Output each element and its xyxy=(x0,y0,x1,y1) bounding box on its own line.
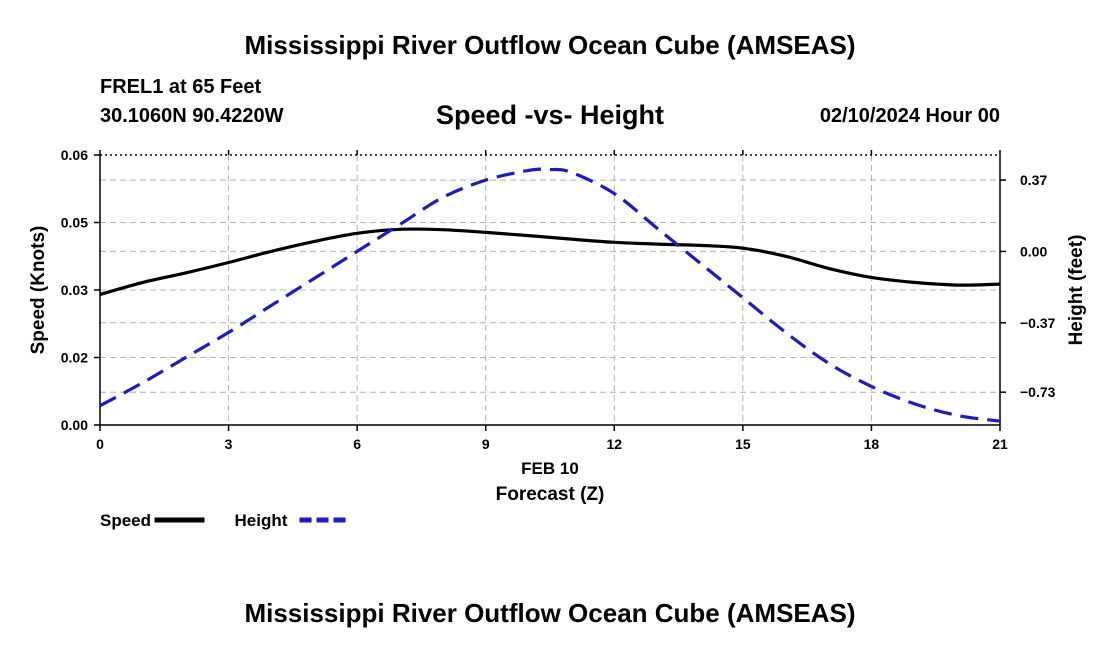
legend-label-speed: Speed xyxy=(100,511,151,530)
y-left-tick-label: 0.05 xyxy=(61,215,88,231)
x-tick-label: 0 xyxy=(96,436,104,452)
y-right-axis-title: Height (feet) xyxy=(1066,235,1087,346)
chart-title: Mississippi River Outflow Ocean Cube (AM… xyxy=(244,30,856,60)
x-tick-label: 15 xyxy=(735,436,751,452)
footer-chart-title: Mississippi River Outflow Ocean Cube (AM… xyxy=(244,598,856,628)
forecast-datetime: 02/10/2024 Hour 00 xyxy=(819,105,1000,127)
y-left-axis-title: Speed (Knots) xyxy=(28,226,49,355)
x-axis-title: Forecast (Z) xyxy=(496,484,605,505)
y-right-tick-label: 0.37 xyxy=(1020,172,1047,188)
x-tick-label: 18 xyxy=(864,436,880,452)
x-tick-label: 3 xyxy=(225,436,233,452)
x-tick-label: 21 xyxy=(992,436,1008,452)
x-tick-label: 9 xyxy=(482,436,490,452)
y-left-tick-label: 0.06 xyxy=(61,147,88,163)
series-line-height xyxy=(99,167,1001,423)
x-axis-date-label: FEB 10 xyxy=(521,459,579,478)
x-tick-label: 12 xyxy=(606,436,622,452)
y-left-tick-label: 0.03 xyxy=(61,282,88,298)
station-coordinates: 30.1060N 90.4220W xyxy=(100,105,284,127)
legend-label-height: Height xyxy=(235,511,288,530)
station-label: FREL1 at 65 Feet xyxy=(100,76,262,98)
y-left-tick-label: 0.02 xyxy=(61,350,88,366)
y-right-tick-label: −0.73 xyxy=(1020,384,1056,400)
y-left-tick-label: 0.00 xyxy=(61,417,88,433)
series-line-speed xyxy=(99,227,1001,297)
chart-subtitle: Speed -vs- Height xyxy=(435,100,665,130)
x-tick-label: 6 xyxy=(353,436,361,452)
y-right-tick-label: −0.37 xyxy=(1020,315,1056,331)
y-right-tick-label: 0.00 xyxy=(1020,243,1047,259)
